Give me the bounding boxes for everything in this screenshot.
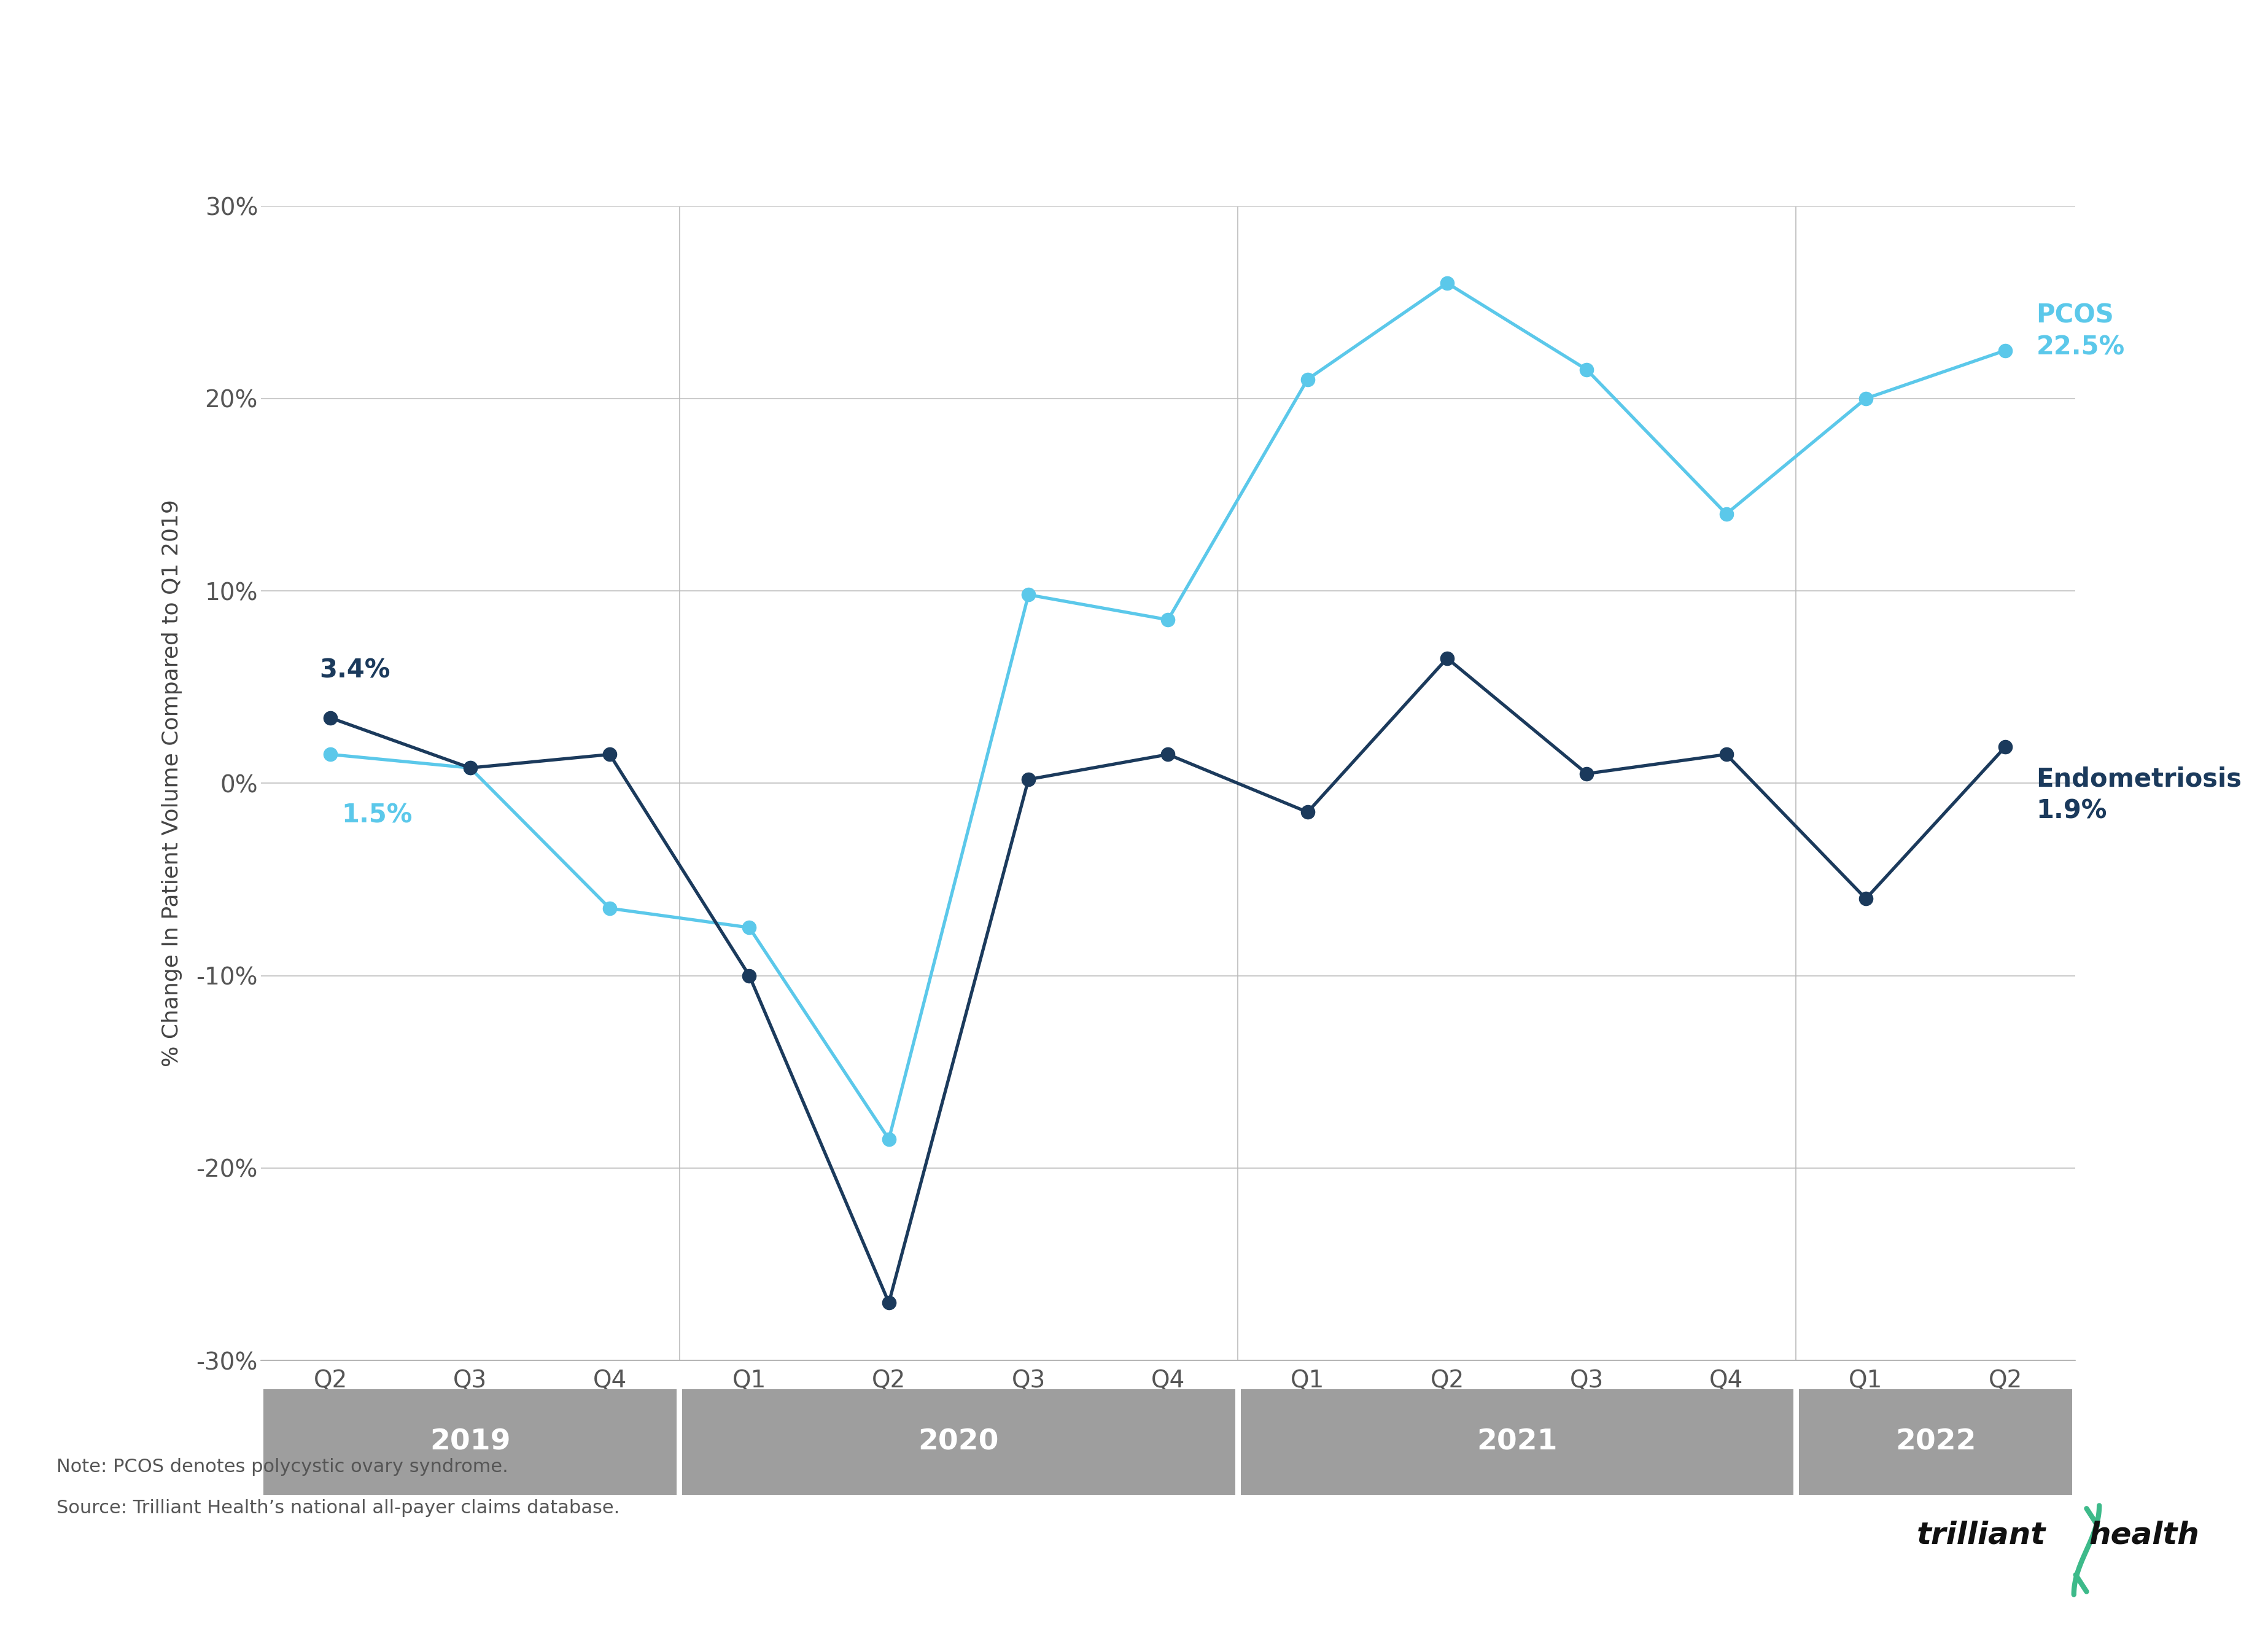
Text: Endometriosis
1.9%: Endometriosis 1.9% bbox=[2037, 767, 2241, 823]
Text: Source: Trilliant Health’s national all-payer claims database.: Source: Trilliant Health’s national all-… bbox=[57, 1499, 619, 1517]
Text: 2020: 2020 bbox=[919, 1428, 998, 1456]
Text: trilliant: trilliant bbox=[1916, 1520, 2046, 1550]
Text: 2021: 2021 bbox=[1476, 1428, 1558, 1456]
Bar bbox=[1799, 1388, 2073, 1496]
Text: Note: PCOS denotes polycystic ovary syndrome.: Note: PCOS denotes polycystic ovary synd… bbox=[57, 1458, 508, 1476]
Text: health: health bbox=[2089, 1520, 2200, 1550]
Text: PCOS
22.5%: PCOS 22.5% bbox=[2037, 302, 2125, 359]
Text: 3.4%: 3.4% bbox=[320, 658, 390, 683]
Text: 2019: 2019 bbox=[431, 1428, 510, 1456]
Text: 1.5%: 1.5% bbox=[342, 803, 413, 828]
Text: FIGURE 1.: FIGURE 1. bbox=[16, 58, 245, 99]
Bar bbox=[683, 1388, 1236, 1496]
Text: 2022: 2022 bbox=[1896, 1428, 1975, 1456]
Bar bbox=[263, 1388, 676, 1496]
Y-axis label: % Change In Patient Volume Compared to Q1 2019: % Change In Patient Volume Compared to Q… bbox=[161, 500, 181, 1067]
Bar bbox=[1241, 1388, 1794, 1496]
Text: QUARTERLY PERCENT CHANGE IN PATIENTS RECEIVING CARE FOR
ENDOMETRIOSIS OR PCOS, A: QUARTERLY PERCENT CHANGE IN PATIENTS REC… bbox=[306, 38, 1427, 112]
